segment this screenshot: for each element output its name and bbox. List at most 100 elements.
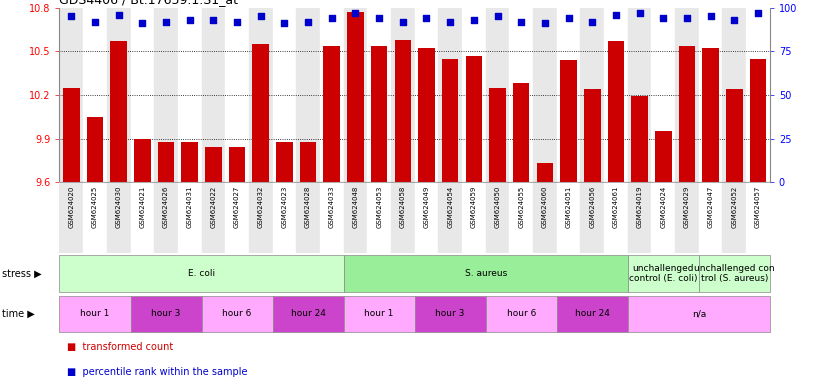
- Bar: [395, 40, 411, 182]
- Bar: [702, 48, 719, 182]
- Text: GSM624047: GSM624047: [708, 186, 714, 228]
- Bar: [83, 182, 107, 253]
- Text: GSM624032: GSM624032: [258, 186, 263, 228]
- Point: [325, 15, 339, 21]
- Text: ■  percentile rank within the sample: ■ percentile rank within the sample: [67, 366, 247, 377]
- Bar: [371, 46, 387, 182]
- Text: GSM624033: GSM624033: [329, 186, 335, 228]
- Bar: [182, 142, 198, 182]
- Text: GSM624029: GSM624029: [684, 186, 690, 228]
- Text: time ▶: time ▶: [2, 309, 35, 319]
- Text: hour 1: hour 1: [364, 310, 394, 318]
- Point: [586, 18, 599, 25]
- Bar: [131, 8, 154, 182]
- Bar: [344, 255, 628, 292]
- Point: [135, 20, 149, 26]
- Bar: [225, 182, 249, 253]
- Text: GSM624020: GSM624020: [69, 186, 74, 228]
- Text: GSM624021: GSM624021: [140, 186, 145, 228]
- Point: [610, 12, 623, 18]
- Point: [278, 20, 291, 26]
- Text: GSM624060: GSM624060: [542, 186, 548, 228]
- Bar: [59, 8, 83, 182]
- Bar: [537, 164, 553, 182]
- Point: [728, 17, 741, 23]
- Bar: [202, 8, 225, 182]
- Bar: [320, 8, 344, 182]
- Point: [633, 10, 646, 16]
- Bar: [628, 182, 652, 253]
- Bar: [344, 182, 368, 253]
- Bar: [297, 182, 320, 253]
- Text: GSM624057: GSM624057: [755, 186, 761, 228]
- Bar: [229, 147, 245, 182]
- Bar: [604, 8, 628, 182]
- Bar: [679, 46, 695, 182]
- Bar: [675, 8, 699, 182]
- Bar: [581, 182, 604, 253]
- Bar: [486, 296, 557, 332]
- Bar: [557, 296, 628, 332]
- Bar: [462, 182, 486, 253]
- Text: GSM624056: GSM624056: [589, 186, 596, 228]
- Point: [420, 15, 433, 21]
- Bar: [560, 60, 577, 182]
- Bar: [628, 296, 770, 332]
- Point: [112, 12, 126, 18]
- Point: [468, 17, 481, 23]
- Bar: [63, 88, 79, 182]
- Bar: [107, 8, 131, 182]
- Point: [64, 13, 78, 20]
- Bar: [557, 182, 581, 253]
- Text: GSM624027: GSM624027: [234, 186, 240, 228]
- Bar: [415, 182, 439, 253]
- Bar: [442, 59, 458, 182]
- Point: [491, 13, 504, 20]
- Bar: [486, 8, 510, 182]
- Bar: [320, 182, 344, 253]
- Bar: [59, 296, 131, 332]
- Bar: [297, 8, 320, 182]
- Bar: [699, 8, 723, 182]
- Bar: [699, 255, 770, 292]
- Bar: [557, 8, 581, 182]
- Bar: [368, 182, 391, 253]
- Text: hour 6: hour 6: [222, 310, 252, 318]
- Text: unchallenged
control (E. coli): unchallenged control (E. coli): [629, 264, 697, 283]
- Point: [657, 15, 670, 21]
- Text: E. coli: E. coli: [188, 269, 215, 278]
- Point: [562, 15, 575, 21]
- Text: GSM624026: GSM624026: [163, 186, 169, 228]
- Text: ■  transformed count: ■ transformed count: [67, 341, 173, 352]
- Bar: [746, 182, 770, 253]
- Point: [752, 10, 765, 16]
- Bar: [652, 182, 675, 253]
- Text: GSM624019: GSM624019: [637, 186, 643, 228]
- Text: hour 24: hour 24: [291, 310, 325, 318]
- Bar: [158, 142, 174, 182]
- Bar: [581, 8, 604, 182]
- Bar: [675, 182, 699, 253]
- Bar: [723, 8, 746, 182]
- Bar: [344, 296, 415, 332]
- Bar: [608, 41, 624, 182]
- Bar: [249, 8, 273, 182]
- Point: [159, 18, 173, 25]
- Bar: [276, 142, 292, 182]
- Text: unchallenged con
trol (S. aureus): unchallenged con trol (S. aureus): [694, 264, 775, 283]
- Bar: [631, 96, 648, 182]
- Text: hour 6: hour 6: [506, 310, 536, 318]
- Point: [349, 10, 362, 16]
- Bar: [628, 8, 652, 182]
- Bar: [249, 182, 273, 253]
- Text: GSM624022: GSM624022: [211, 186, 216, 228]
- Bar: [510, 182, 533, 253]
- Bar: [462, 8, 486, 182]
- Bar: [202, 296, 273, 332]
- Bar: [344, 8, 368, 182]
- Text: GSM624023: GSM624023: [282, 186, 287, 228]
- Text: GSM624058: GSM624058: [400, 186, 406, 228]
- Bar: [178, 182, 202, 253]
- Bar: [59, 255, 344, 292]
- Bar: [87, 117, 103, 182]
